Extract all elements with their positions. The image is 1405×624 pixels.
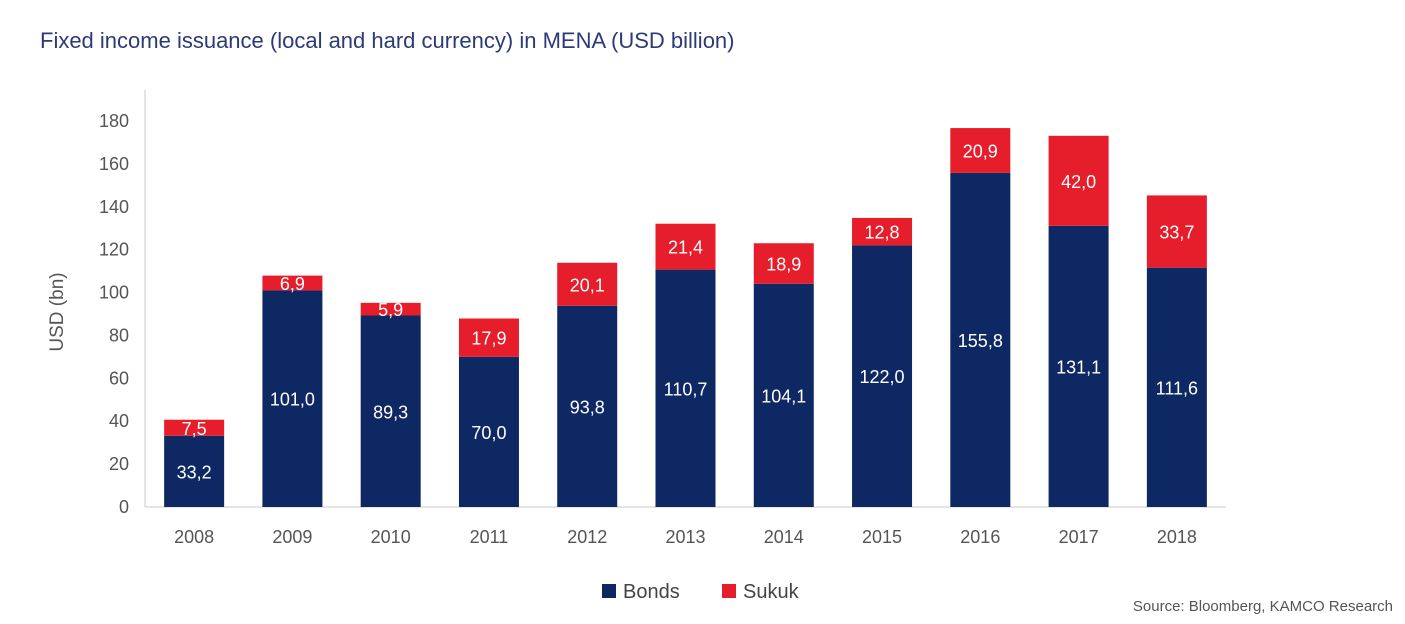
y-tick-label: 40 bbox=[109, 411, 129, 431]
data-label-sukuk: 6,9 bbox=[280, 274, 305, 294]
data-label-bonds: 104,1 bbox=[761, 386, 806, 406]
data-label-sukuk: 18,9 bbox=[766, 254, 801, 274]
y-tick-label: 140 bbox=[99, 197, 129, 217]
legend-label: Bonds bbox=[623, 581, 680, 603]
data-label-bonds: 101,0 bbox=[270, 390, 315, 410]
data-label-sukuk: 21,4 bbox=[668, 238, 703, 258]
y-tick-label: 20 bbox=[109, 454, 129, 474]
bar-bonds-2008 bbox=[164, 435, 225, 507]
chart-title: Fixed income issuance (local and hard cu… bbox=[40, 28, 735, 53]
legend-item-bonds: Bonds bbox=[602, 581, 680, 603]
data-label-sukuk: 12,8 bbox=[865, 223, 900, 243]
bar-sukuk-2017 bbox=[1048, 135, 1109, 226]
bar-sukuk-2014 bbox=[753, 243, 814, 284]
y-tick-label: 160 bbox=[99, 154, 129, 174]
legend-swatch bbox=[722, 584, 736, 598]
bar-group-2009: 101,0 6,9 bbox=[262, 274, 323, 507]
bar-sukuk-2008 bbox=[164, 419, 225, 436]
data-label-bonds: 131,1 bbox=[1056, 357, 1101, 377]
bar-bonds-2009 bbox=[262, 290, 323, 507]
bar-group-2017: 131,1 42,0 bbox=[1048, 135, 1109, 507]
data-label-bonds: 155,8 bbox=[958, 331, 1003, 351]
legend-swatch bbox=[602, 584, 616, 598]
data-label-bonds: 93,8 bbox=[570, 397, 605, 417]
y-tick-label: 80 bbox=[109, 325, 129, 345]
bar-bonds-2016 bbox=[950, 172, 1011, 507]
bar-sukuk-2010 bbox=[360, 302, 421, 316]
x-tick-label: 2012 bbox=[567, 527, 607, 547]
bar-bonds-2018 bbox=[1146, 267, 1207, 507]
bar-bonds-2011 bbox=[458, 356, 519, 507]
bar-sukuk-2012 bbox=[557, 262, 618, 306]
bar-group-2008: 33,2 7,5 bbox=[164, 419, 225, 507]
bar-sukuk-2015 bbox=[852, 217, 913, 246]
data-label-sukuk: 42,0 bbox=[1061, 172, 1096, 192]
bar-sukuk-2011 bbox=[458, 318, 519, 357]
data-label-bonds: 89,3 bbox=[373, 402, 408, 422]
legend-label: Sukuk bbox=[743, 581, 800, 603]
source-note: Source: Bloomberg, KAMCO Research bbox=[1132, 598, 1393, 615]
legend-item-sukuk: Sukuk bbox=[722, 581, 800, 603]
y-tick-label: 100 bbox=[99, 283, 129, 303]
data-label-sukuk: 33,7 bbox=[1159, 223, 1194, 243]
bar-bonds-2013 bbox=[655, 269, 716, 507]
x-tick-label: 2016 bbox=[960, 527, 1000, 547]
data-label-sukuk: 5,9 bbox=[378, 300, 403, 320]
bar-group-2011: 70,0 17,9 bbox=[458, 318, 519, 507]
bar-group-2012: 93,8 20,1 bbox=[557, 262, 618, 507]
y-axis: 0 20 40 60 80 100 120 140 160 180 USD (bn) bbox=[47, 90, 146, 517]
y-axis-title: USD (bn) bbox=[47, 272, 68, 351]
bar-group-2014: 104,1 18,9 bbox=[753, 243, 814, 507]
x-tick-label: 2013 bbox=[665, 527, 705, 547]
bar-group-2016: 155,8 20,9 bbox=[950, 128, 1011, 507]
bar-bonds-2017 bbox=[1048, 225, 1109, 507]
x-tick-label: 2010 bbox=[371, 527, 411, 547]
y-tick-label: 0 bbox=[119, 497, 129, 517]
bar-series: 33,2 7,5 101,0 6,9 89,3 5,9 70,0 17,9 93,8 20,1 11… bbox=[164, 128, 1207, 507]
data-label-bonds: 33,2 bbox=[177, 462, 212, 482]
bar-group-2018: 111,6 33,7 bbox=[1146, 195, 1207, 507]
bar-sukuk-2013 bbox=[655, 223, 716, 270]
x-tick-label: 2018 bbox=[1157, 527, 1197, 547]
legend: Bonds Sukuk bbox=[602, 581, 800, 603]
x-tick-label: 2011 bbox=[470, 527, 509, 547]
x-tick-label: 2017 bbox=[1059, 527, 1099, 547]
y-tick-label: 180 bbox=[99, 111, 129, 131]
bar-bonds-2010 bbox=[360, 315, 421, 507]
y-tick-label: 60 bbox=[109, 368, 129, 388]
bar-sukuk-2018 bbox=[1146, 195, 1207, 268]
x-tick-label: 2014 bbox=[764, 527, 804, 547]
data-label-sukuk: 17,9 bbox=[471, 329, 506, 349]
bar-group-2010: 89,3 5,9 bbox=[360, 300, 421, 507]
data-label-sukuk: 7,5 bbox=[182, 419, 207, 439]
data-label-bonds: 122,0 bbox=[860, 367, 905, 387]
data-label-bonds: 70,0 bbox=[471, 423, 506, 443]
data-label-bonds: 111,6 bbox=[1156, 378, 1198, 398]
data-label-sukuk: 20,1 bbox=[570, 275, 605, 295]
bar-bonds-2014 bbox=[753, 283, 814, 507]
bar-group-2013: 110,7 21,4 bbox=[655, 223, 716, 507]
data-label-bonds: 110,7 bbox=[664, 379, 708, 399]
x-tick-label: 2008 bbox=[174, 527, 214, 547]
x-tick-label: 2009 bbox=[272, 527, 312, 547]
x-tick-label: 2015 bbox=[862, 527, 902, 547]
y-tick-label: 120 bbox=[99, 240, 129, 260]
bar-sukuk-2009 bbox=[262, 275, 323, 291]
bar-bonds-2015 bbox=[852, 245, 913, 507]
bar-group-2015: 122,0 12,8 bbox=[852, 217, 913, 507]
data-label-sukuk: 20,9 bbox=[963, 141, 998, 161]
x-axis: 2008 2009 2010 2011 2012 2013 2014 2015 2016 2017… bbox=[145, 506, 1226, 547]
bar-bonds-2012 bbox=[557, 305, 618, 507]
bar-sukuk-2016 bbox=[950, 128, 1011, 173]
